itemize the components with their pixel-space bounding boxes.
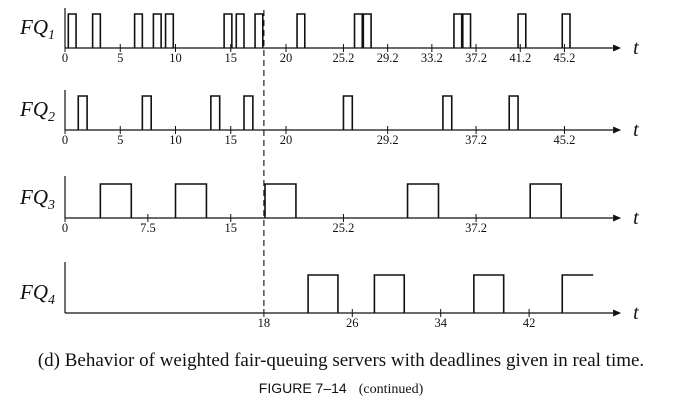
tick-label: 5 — [117, 133, 123, 147]
track-fq3: FQ3 t 0 7.5 15 25.2 37.2 — [19, 176, 639, 235]
service-pulse — [296, 13, 306, 48]
track-fq1: FQ1 t 0 5 10 15 20 25.2 29.2 33.2 37.2 41.2 45.2 — [19, 8, 639, 65]
tick-label: 25.2 — [333, 221, 355, 235]
service-pulse — [561, 274, 594, 313]
service-pulse — [561, 13, 571, 48]
service-pulse — [517, 13, 527, 48]
tick-label: 26 — [346, 316, 359, 330]
service-pulse — [353, 13, 364, 48]
service-pulse — [164, 13, 175, 48]
track-label-subscript: 1 — [48, 28, 55, 43]
service-pulse — [373, 274, 406, 313]
figure-note: (continued) — [359, 382, 424, 397]
service-pulse — [77, 95, 88, 130]
service-pulse — [67, 13, 77, 48]
service-pulse — [141, 95, 152, 130]
tick-label: 45.2 — [554, 51, 576, 65]
service-pulse — [174, 183, 208, 218]
axis-label-t: t — [633, 119, 639, 141]
axis-arrow — [613, 309, 622, 317]
track-label-subscript: 2 — [48, 110, 55, 125]
service-pulse — [406, 183, 440, 218]
service-pulse — [508, 95, 519, 130]
tick-label: 45.2 — [554, 133, 576, 147]
service-pulse — [264, 183, 297, 218]
tick-label: 7.5 — [140, 221, 156, 235]
track-label: FQ1 — [19, 15, 55, 43]
service-pulse — [254, 13, 264, 48]
tick-label: 41.2 — [509, 51, 531, 65]
service-pulse — [133, 13, 144, 48]
service-pulse — [362, 13, 372, 48]
tick-label: 25.2 — [333, 51, 355, 65]
track-label-subscript: 4 — [48, 293, 55, 308]
tick-label: 29.2 — [377, 51, 399, 65]
service-pulse — [243, 95, 254, 130]
track-fq4: FQ4 t 18 26 34 42 — [19, 262, 639, 330]
tick-label: 29.2 — [377, 133, 399, 147]
service-pulse — [152, 13, 162, 48]
track-fq2: FQ2 t 0 5 10 15 20 29.2 37.2 45.2 — [19, 90, 639, 147]
service-pulse — [453, 13, 463, 48]
service-pulse — [99, 183, 133, 218]
tick-label: 15 — [225, 221, 238, 235]
tick-label: 34 — [434, 316, 447, 330]
tick-label: 0 — [62, 221, 68, 235]
service-pulse — [235, 13, 245, 48]
tick-label: 42 — [523, 316, 536, 330]
tick-label: 33.2 — [421, 51, 443, 65]
track-label: FQ2 — [19, 97, 55, 125]
axis-label-t: t — [633, 37, 639, 59]
tick-label: 10 — [169, 133, 182, 147]
track-label: FQ4 — [19, 280, 55, 308]
service-pulse — [442, 95, 453, 130]
axis-label-t: t — [633, 302, 639, 324]
axis-arrow — [613, 214, 622, 222]
axis-arrow — [613, 44, 622, 52]
tick-label: 15 — [225, 51, 238, 65]
service-pulse — [462, 13, 472, 48]
figure-caption: (d) Behavior of weighted fair-queuing se… — [38, 350, 644, 371]
service-pulse — [342, 95, 354, 130]
service-pulse — [307, 274, 339, 313]
tick-label: 15 — [225, 133, 238, 147]
track-label-subscript: 3 — [47, 198, 55, 213]
track-label: FQ3 — [19, 185, 55, 213]
figure-number: FIGURE 7–14 — [259, 380, 347, 396]
tick-label: 37.2 — [465, 51, 487, 65]
tick-label: 0 — [62, 51, 68, 65]
figure-number-line: FIGURE 7–14 (continued) — [259, 380, 424, 397]
service-pulse — [210, 95, 221, 130]
tick-label: 18 — [258, 316, 271, 330]
axis-label-t: t — [633, 207, 639, 229]
service-pulse — [223, 13, 233, 48]
tick-label: 10 — [169, 51, 182, 65]
tick-label: 37.2 — [465, 221, 487, 235]
axis-arrow — [613, 126, 622, 134]
tick-label: 0 — [62, 133, 68, 147]
service-pulse — [473, 274, 505, 313]
tick-label: 20 — [280, 133, 293, 147]
service-pulse — [529, 183, 562, 218]
tick-label: 37.2 — [465, 133, 487, 147]
tick-label: 5 — [117, 51, 123, 65]
tick-label: 20 — [280, 51, 293, 65]
service-pulse — [91, 13, 102, 48]
